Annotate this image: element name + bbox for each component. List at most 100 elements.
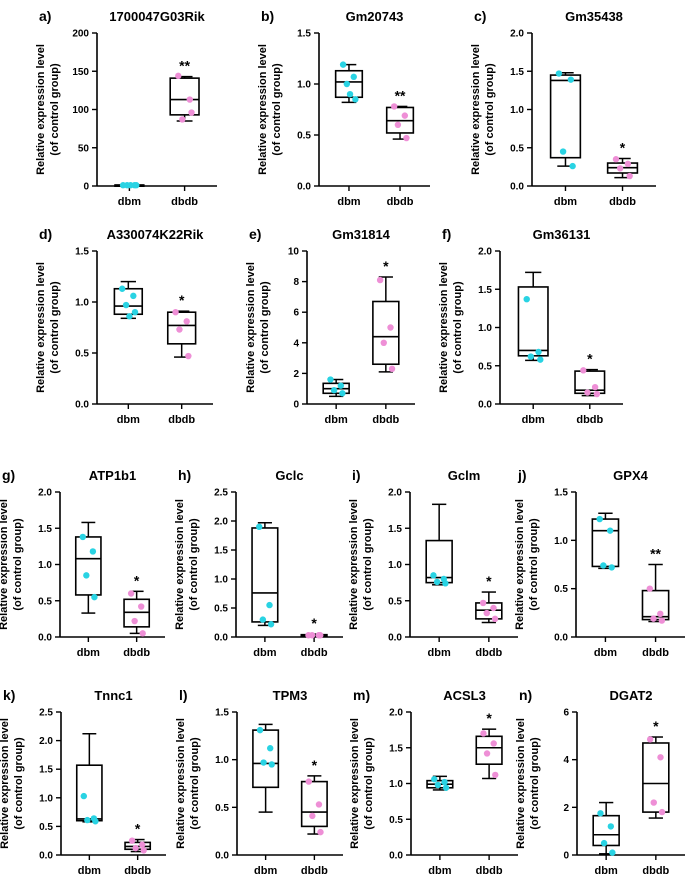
chart-title: Tnnc1	[94, 688, 132, 703]
data-point	[607, 823, 615, 830]
y-tick-label: 200	[72, 29, 89, 40]
box-dbm	[74, 521, 102, 614]
x-tick-label-dbm: dbm	[118, 196, 141, 208]
x-tick-label-dbdb: dbdb	[168, 414, 195, 426]
y-tick-label: 2	[293, 369, 299, 380]
y-tick-label: 0.0	[554, 633, 568, 644]
data-point	[139, 630, 146, 637]
y-axis-label-line-2: (of control group)	[528, 518, 540, 611]
panel-label: f)	[442, 226, 451, 242]
y-tick-label: 0.0	[388, 633, 402, 644]
y-tick-label: 1.0	[554, 536, 568, 547]
box-iqr	[113, 287, 144, 316]
y-axis-label-line-2: (of control group)	[189, 737, 201, 830]
y-axis-label: Relative expression level(of control gro…	[349, 718, 375, 849]
panel-b: b) Gm20743 Relative expression level (of co…	[257, 8, 430, 208]
box-dbdb	[574, 367, 606, 398]
y-tick-label: 1.0	[297, 80, 311, 91]
data-point	[140, 847, 147, 854]
y-axis-label: Relative expression level(of control gro…	[174, 499, 200, 630]
data-point	[431, 776, 438, 783]
y-axis-label-line-1: Relative expression level	[0, 499, 10, 630]
y-axis-label-line-1: Relative expression level	[35, 262, 47, 393]
box-iqr	[75, 764, 103, 822]
data-point	[92, 818, 99, 825]
y-tick-label: 2.0	[38, 488, 52, 499]
panel-label: g)	[2, 467, 15, 483]
box-iqr	[642, 742, 670, 813]
x-tick-label-dbm: dbm	[595, 865, 618, 875]
data-point	[591, 383, 599, 391]
data-point	[352, 96, 359, 103]
data-point	[80, 792, 88, 800]
data-point	[315, 801, 323, 808]
y-axis-label: Relative expression level(of control gro…	[0, 499, 24, 630]
y-axis-label: Relative expression level(of control gro…	[35, 262, 61, 393]
panel-a: a) 1700047G03Rik Relative expression level…	[35, 8, 217, 208]
panel-label: n)	[519, 687, 532, 703]
panel-label: k)	[3, 687, 15, 703]
chart-title: Gm20743	[346, 9, 404, 24]
y-tick-label: 0.5	[297, 131, 311, 142]
y-tick-label: 2.0	[389, 708, 403, 719]
box-iqr	[252, 729, 280, 789]
box-iqr	[475, 735, 503, 765]
data-point	[122, 301, 130, 309]
data-point	[442, 784, 450, 791]
box-dbdb	[300, 632, 328, 639]
x-tick-label-dbm: dbm	[253, 647, 276, 659]
data-point	[596, 515, 603, 523]
panel-label: h)	[178, 467, 191, 483]
panel-d: d) A330074K22Rik Relative expression level…	[35, 226, 213, 426]
data-point	[266, 745, 274, 752]
y-tick-label: 1.0	[38, 560, 52, 571]
box-iqr	[425, 539, 453, 584]
data-point	[492, 771, 499, 779]
chart-title: TPM3	[273, 688, 308, 703]
y-tick-label: 150	[72, 67, 89, 78]
panel-c: c) Gm35438 Relative expression level (of co…	[470, 8, 656, 208]
x-tick-label-dbdb: dbdb	[476, 865, 503, 875]
y-tick-label: 6	[563, 708, 569, 719]
panel-i: i) Gclm Relative expression level (of contr…	[348, 467, 518, 659]
x-tick-label-dbm: dbm	[428, 647, 451, 659]
y-tick-label: 0	[563, 851, 569, 862]
y-axis-label: Relative expression level(of control gro…	[245, 262, 271, 393]
panel-n: n) DGAT2 Relative expression level (of cont…	[515, 687, 685, 875]
data-point	[260, 759, 267, 766]
panel-g: g) ATP1b1 Relative expression level(of con…	[0, 467, 165, 659]
y-axis-label-line-1: Relative expression level	[349, 718, 361, 849]
x-tick-label-dbm: dbm	[337, 196, 360, 208]
data-point	[83, 572, 90, 579]
panel-label: c)	[474, 8, 486, 24]
box-dbdb	[166, 309, 197, 360]
y-tick-label: 0.5	[389, 815, 403, 826]
y-axis-label-line-1: Relative expression level	[0, 718, 11, 849]
significance-marker: *	[587, 351, 593, 367]
x-tick-label-dbdb: dbdb	[372, 414, 399, 426]
data-point	[646, 736, 654, 743]
significance-marker: **	[179, 58, 190, 74]
box-dbdb	[475, 591, 503, 624]
box-dbm	[591, 512, 620, 571]
data-point	[394, 121, 402, 128]
data-point	[483, 609, 490, 617]
y-tick-label: 1.5	[510, 67, 524, 78]
significance-marker: *	[653, 718, 659, 734]
y-tick-label: 4	[563, 755, 569, 766]
box-iqr	[517, 286, 549, 357]
data-point	[600, 562, 607, 569]
y-axis-label-line-2: (of control group)	[13, 737, 25, 830]
data-point	[483, 750, 491, 757]
chart-title: Gclc	[275, 468, 303, 483]
y-axis-label-line-2: (of control group)	[529, 737, 541, 830]
data-point	[176, 326, 183, 333]
box-dbm	[425, 503, 453, 587]
box-iqr	[641, 589, 670, 621]
x-tick-label-dbdb: dbdb	[301, 865, 328, 875]
box-dbm	[113, 280, 144, 320]
panel-label: b)	[261, 8, 274, 24]
box-dbdb	[385, 103, 415, 142]
box-iqr	[334, 69, 364, 99]
data-point	[593, 390, 601, 398]
